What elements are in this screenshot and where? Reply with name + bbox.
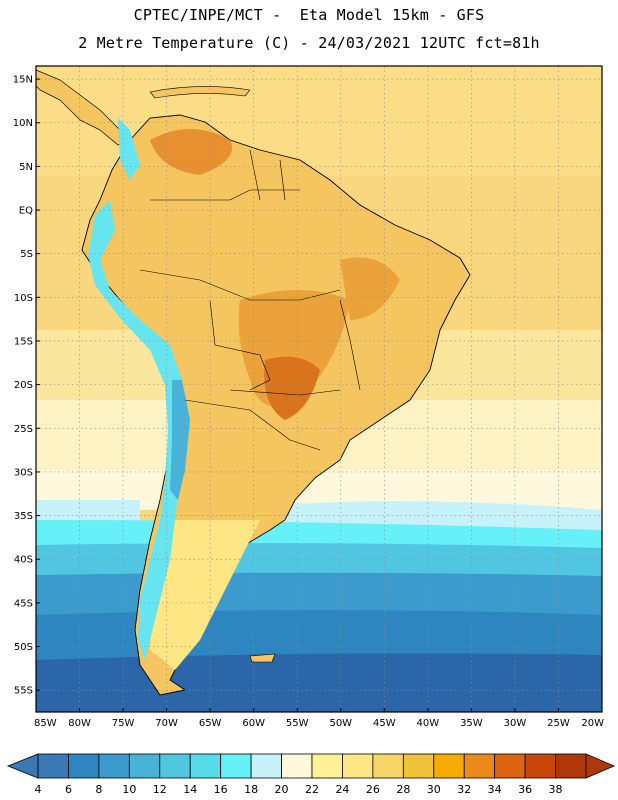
lon-label: 35W (460, 718, 483, 729)
colorbar-label: 26 (366, 783, 380, 796)
colorbar-label: 18 (244, 783, 258, 796)
colorbar-swatch (250, 753, 282, 779)
colorbar-swatch (37, 753, 69, 779)
colorbar-swatch (494, 753, 526, 779)
colorbar-swatch (555, 753, 587, 779)
colorbar-arrow-high (585, 753, 616, 779)
longitude-labels: 85W 80W 75W 70W 65W 60W 55W 50W 45W 40W 35W 30W 25W 2… (34, 708, 604, 729)
lat-label: 35S (14, 511, 33, 522)
colorbar-label: 34 (488, 783, 502, 796)
colorbar-arrow-low (6, 753, 39, 779)
colorbar-label: 8 (95, 783, 102, 796)
colorbar-label: 36 (518, 783, 532, 796)
lon-label: 20W (581, 718, 604, 729)
lat-label: 10S (14, 293, 33, 304)
colorbar-swatch (311, 753, 343, 779)
colorbar-swatch (128, 753, 161, 779)
lon-label: 85W (34, 718, 57, 729)
lon-label: 25W (547, 718, 570, 729)
lon-label: 70W (155, 718, 178, 729)
colorbar-swatch (189, 753, 222, 779)
lon-label: 60W (242, 718, 265, 729)
lat-label: 5N (19, 162, 33, 173)
colorbar-label: 12 (153, 783, 167, 796)
map-field (36, 66, 602, 712)
colorbar-swatch (524, 753, 556, 779)
colorbar-swatch (433, 753, 465, 779)
map-title: CPTEC/INPE/MCT - Eta Model 15km - GFS (133, 6, 485, 24)
colorbar-label: 14 (183, 783, 197, 796)
colorbar-swatch (281, 753, 313, 779)
colorbar-swatch (68, 753, 100, 779)
colorbar-label: 10 (122, 783, 136, 796)
colorbar-swatch (220, 753, 252, 779)
lat-label: 30S (14, 467, 33, 478)
colorbar-label: 20 (275, 783, 289, 796)
lat-label: 55S (14, 686, 33, 697)
lat-label: 25S (14, 424, 33, 435)
colorbar-label: 38 (549, 783, 563, 796)
lon-label: 50W (329, 718, 352, 729)
colorbar-label: 28 (396, 783, 410, 796)
lon-label: 80W (68, 718, 91, 729)
lon-label: 40W (417, 718, 440, 729)
colorbar-swatch (402, 753, 435, 779)
lat-label: 40S (14, 555, 33, 566)
map-frame (35, 65, 603, 713)
colorbar-swatch (98, 753, 130, 779)
colorbar-swatch (159, 753, 191, 779)
lat-label: EQ (19, 206, 33, 217)
lon-label: 75W (112, 718, 135, 729)
lon-label: 45W (373, 718, 396, 729)
colorbar-label: 16 (214, 783, 228, 796)
colorbar-label: 30 (427, 783, 441, 796)
lat-label: 45S (14, 598, 33, 609)
colorbar-swatch (463, 753, 496, 779)
lat-label: 50S (14, 642, 33, 653)
lon-label: 30W (504, 718, 527, 729)
lon-label: 65W (199, 718, 222, 729)
colorbar-swatch (372, 753, 404, 779)
colorbar-label: 6 (65, 783, 72, 796)
lat-label: 15S (14, 336, 33, 347)
colorbar-swatch (342, 753, 374, 779)
colorbar-label: 4 (35, 783, 42, 796)
latitude-labels: 15N 10N 5N EQ 5S 10S 15S 20S 25S 30S 35S 40S 45S 50S 5… (13, 75, 40, 697)
map-subtitle: 2 Metre Temperature (C) - 24/03/2021 12U… (78, 34, 540, 52)
colorbar-label: 22 (305, 783, 319, 796)
lat-label: 5S (20, 249, 33, 260)
colorbar-label: 24 (335, 783, 349, 796)
colorbar: 4 6 8 10 12 14 16 18 20 22 24 26 28 30 32 34 36 38 (6, 753, 616, 796)
lon-label: 55W (286, 718, 309, 729)
lat-label: 10N (13, 118, 33, 129)
lat-label: 15N (13, 75, 33, 86)
colorbar-label: 32 (457, 783, 471, 796)
lat-label: 20S (14, 380, 33, 391)
